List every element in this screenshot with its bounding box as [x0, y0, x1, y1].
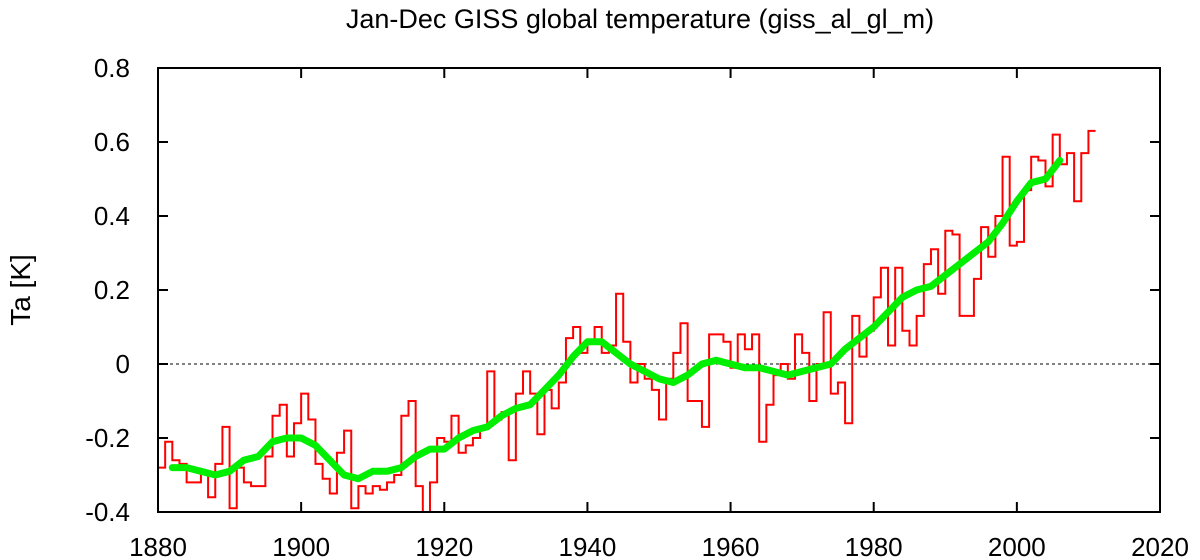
- x-tick-label: 1920: [415, 532, 473, 560]
- y-tick-label: 0.6: [94, 127, 130, 157]
- y-tick-label: -0.2: [85, 423, 130, 453]
- x-tick-label: 1900: [272, 532, 330, 560]
- x-tick-label: 1960: [702, 532, 760, 560]
- y-tick-label: -0.4: [85, 497, 130, 527]
- y-tick-label: 0.4: [94, 201, 130, 231]
- x-tick-label: 1980: [845, 532, 903, 560]
- x-tick-label: 2000: [988, 532, 1046, 560]
- y-tick-label: 0.2: [94, 275, 130, 305]
- x-tick-label: 2020: [1131, 532, 1189, 560]
- annual-steps-series: [158, 129, 1096, 513]
- x-tick-label: 1880: [129, 532, 187, 560]
- smoothed-series-line: [168, 157, 1064, 483]
- y-tick-label: 0.8: [94, 53, 130, 83]
- plot-frame: [157, 67, 1161, 513]
- y-axis-label: Ta [K]: [5, 254, 36, 326]
- y-tick-label: 0: [116, 349, 130, 379]
- chart-title: Jan-Dec GISS global temperature (giss_al…: [346, 4, 934, 34]
- x-tick-label: 1940: [559, 532, 617, 560]
